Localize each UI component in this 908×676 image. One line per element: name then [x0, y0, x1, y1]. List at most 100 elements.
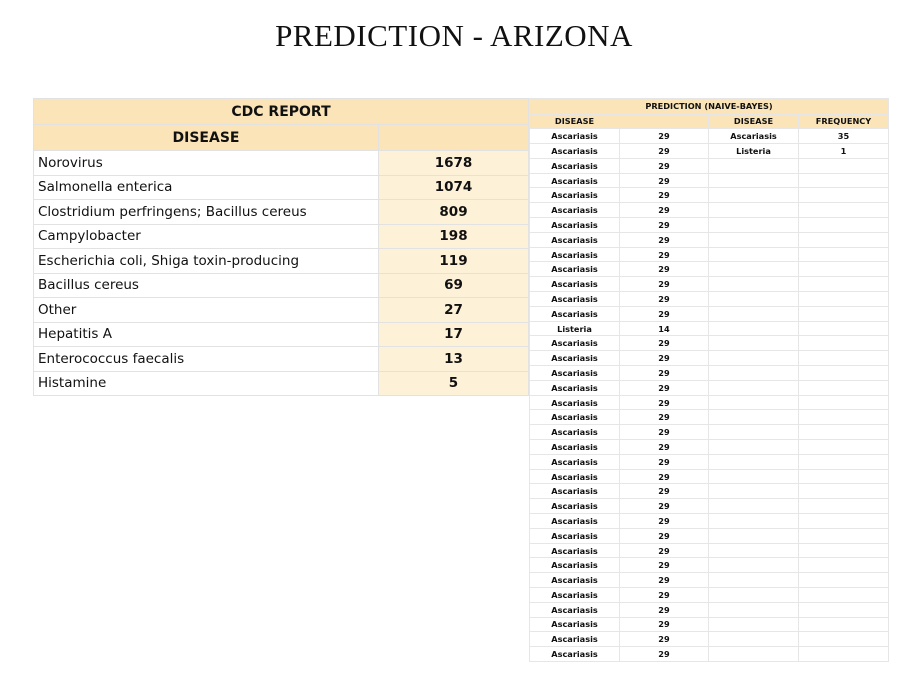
table-row: Ascariasis 29 [529, 468, 889, 485]
disease-summary [708, 542, 799, 559]
case-count: 1678 [377, 150, 530, 176]
disease-summary [708, 483, 799, 500]
frequency [798, 527, 889, 544]
cdc-header-row: DISEASE [33, 124, 530, 151]
table-row: Ascariasis 29 [529, 409, 889, 426]
table-row: Ascariasis 29 [529, 513, 889, 529]
predicted-value: 29 [619, 202, 709, 219]
frequency [798, 646, 889, 662]
frequency [798, 453, 889, 470]
cdc-title-row: CDC REPORT [32, 98, 530, 125]
table-row: Ascariasis 29 [529, 453, 889, 470]
disease-summary [708, 587, 799, 603]
prediction-header-cell: DISEASE [708, 113, 799, 130]
disease-summary [708, 365, 799, 381]
predicted-value: 29 [619, 601, 709, 618]
prediction-header-cell [619, 113, 709, 130]
predicted-value: 29 [619, 365, 709, 381]
predicted-disease: Ascariasis [529, 631, 620, 648]
disease-name: Campylobacter [33, 223, 379, 249]
predicted-value: 29 [619, 424, 709, 441]
disease-summary [708, 187, 799, 204]
case-count: 809 [377, 199, 530, 225]
predicted-value: 29 [619, 350, 709, 367]
table-row: Bacillus cereus 69 [33, 272, 530, 298]
table-row: Escherichia coli, Shiga toxin-producing 1… [33, 248, 530, 274]
table-row: Ascariasis 29 [529, 276, 889, 293]
predicted-disease: Ascariasis [529, 350, 620, 367]
disease-summary [708, 439, 799, 455]
predicted-value: 29 [619, 439, 709, 455]
predicted-value: 29 [619, 187, 709, 204]
table-row: Ascariasis 29 [529, 394, 889, 411]
predicted-disease: Ascariasis [529, 394, 620, 411]
disease-summary [708, 616, 799, 633]
table-row: Ascariasis 29 [529, 379, 889, 396]
table-row: Ascariasis 29 [529, 631, 889, 648]
table-row: Ascariasis 29 [529, 616, 889, 633]
frequency [798, 572, 889, 588]
predicted-value: 29 [619, 483, 709, 500]
case-count: 5 [377, 370, 530, 396]
disease-summary [708, 409, 799, 426]
cdc-report-table: CDC REPORT DISEASE Norovirus 1678 Salmonel… [32, 98, 530, 396]
predicted-disease: Ascariasis [529, 379, 620, 396]
predicted-value: 29 [619, 557, 709, 574]
case-count: 1074 [377, 174, 530, 200]
table-row: Enterococcus faecalis 13 [33, 346, 530, 372]
case-count: 17 [377, 321, 530, 347]
disease-name: Histamine [33, 370, 379, 396]
frequency [798, 305, 889, 322]
disease-summary [708, 468, 799, 485]
frequency [798, 439, 889, 455]
frequency [798, 394, 889, 411]
predicted-disease: Ascariasis [529, 468, 620, 485]
predicted-disease: Ascariasis [529, 276, 620, 293]
predicted-disease: Ascariasis [529, 601, 620, 618]
frequency [798, 291, 889, 307]
disease-summary [708, 276, 799, 293]
disease-summary: Ascariasis [708, 128, 799, 145]
disease-summary [708, 394, 799, 411]
prediction-table: PREDICTION (NAIVE-BAYES) DISEASE DISEASE… [529, 98, 889, 662]
predicted-value: 29 [619, 335, 709, 352]
predicted-disease: Ascariasis [529, 572, 620, 588]
prediction-header-cell: FREQUENCY [798, 113, 889, 130]
predicted-disease: Ascariasis [529, 246, 620, 263]
predicted-value: 29 [619, 646, 709, 662]
frequency [798, 498, 889, 515]
disease-summary [708, 246, 799, 263]
prediction-header-cell: DISEASE [529, 113, 620, 130]
disease-summary [708, 557, 799, 574]
disease-summary [708, 305, 799, 322]
predicted-value: 29 [619, 542, 709, 559]
table-row: Ascariasis 29 [529, 217, 889, 233]
predicted-disease: Ascariasis [529, 557, 620, 574]
table-row: Ascariasis 29 [529, 172, 889, 189]
predicted-value: 29 [619, 379, 709, 396]
table-row: Ascariasis 29 [529, 157, 889, 174]
predicted-disease: Ascariasis [529, 172, 620, 189]
table-row: Ascariasis 29 [529, 350, 889, 367]
table-row: Hepatitis A 17 [33, 321, 530, 347]
frequency [798, 246, 889, 263]
disease-summary [708, 498, 799, 515]
predicted-disease: Ascariasis [529, 128, 620, 145]
cdc-report-title: CDC REPORT [32, 98, 530, 125]
table-row: Ascariasis 29 [529, 542, 889, 559]
predicted-disease: Ascariasis [529, 498, 620, 515]
predicted-disease: Ascariasis [529, 424, 620, 441]
table-row: Ascariasis 29 Ascariasis 35 [529, 128, 889, 145]
disease-summary [708, 291, 799, 307]
predicted-disease: Ascariasis [529, 335, 620, 352]
frequency [798, 379, 889, 396]
predicted-disease: Listeria [529, 320, 620, 337]
predicted-value: 29 [619, 231, 709, 248]
frequency [798, 409, 889, 426]
disease-summary [708, 157, 799, 174]
frequency [798, 631, 889, 648]
table-row: Ascariasis 29 [529, 601, 889, 618]
table-row: Ascariasis 29 Listeria 1 [529, 143, 889, 159]
predicted-disease: Ascariasis [529, 261, 620, 278]
predicted-value: 29 [619, 172, 709, 189]
